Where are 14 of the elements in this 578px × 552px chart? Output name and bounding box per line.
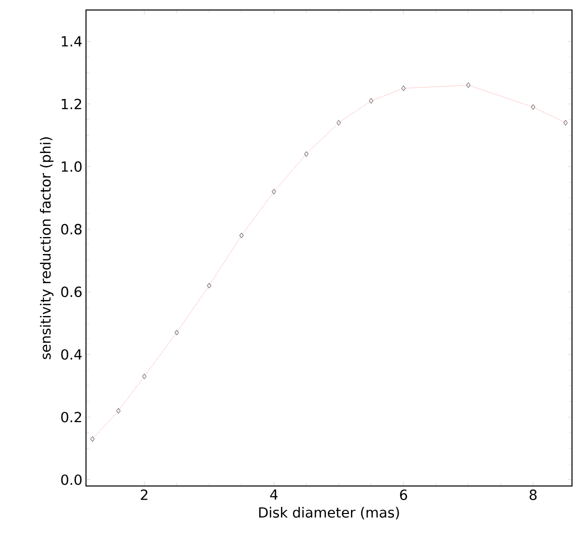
y-tick-label: 0.8 xyxy=(61,224,82,234)
y-tick-label: 1.0 xyxy=(62,161,82,172)
x-tick-label: 4 xyxy=(270,490,278,500)
y-tick-label: 0.4 xyxy=(61,349,82,360)
x-tick-label: 6 xyxy=(400,490,408,500)
y-tick-label: 0.6 xyxy=(61,286,82,298)
x-tick-label: 2 xyxy=(140,490,148,500)
y-tick-label: 0.2 xyxy=(61,412,82,422)
y-tick-label: 0.0 xyxy=(61,474,82,486)
x-axis-title: Disk diameter (mas) xyxy=(259,506,399,520)
y-axis-title: sensitivity reduction factor (phi) xyxy=(40,137,54,360)
y-tick-label: 1.2 xyxy=(62,98,82,110)
y-tick-label: 1.4 xyxy=(62,36,82,46)
x-tick-label: 8 xyxy=(530,490,537,500)
